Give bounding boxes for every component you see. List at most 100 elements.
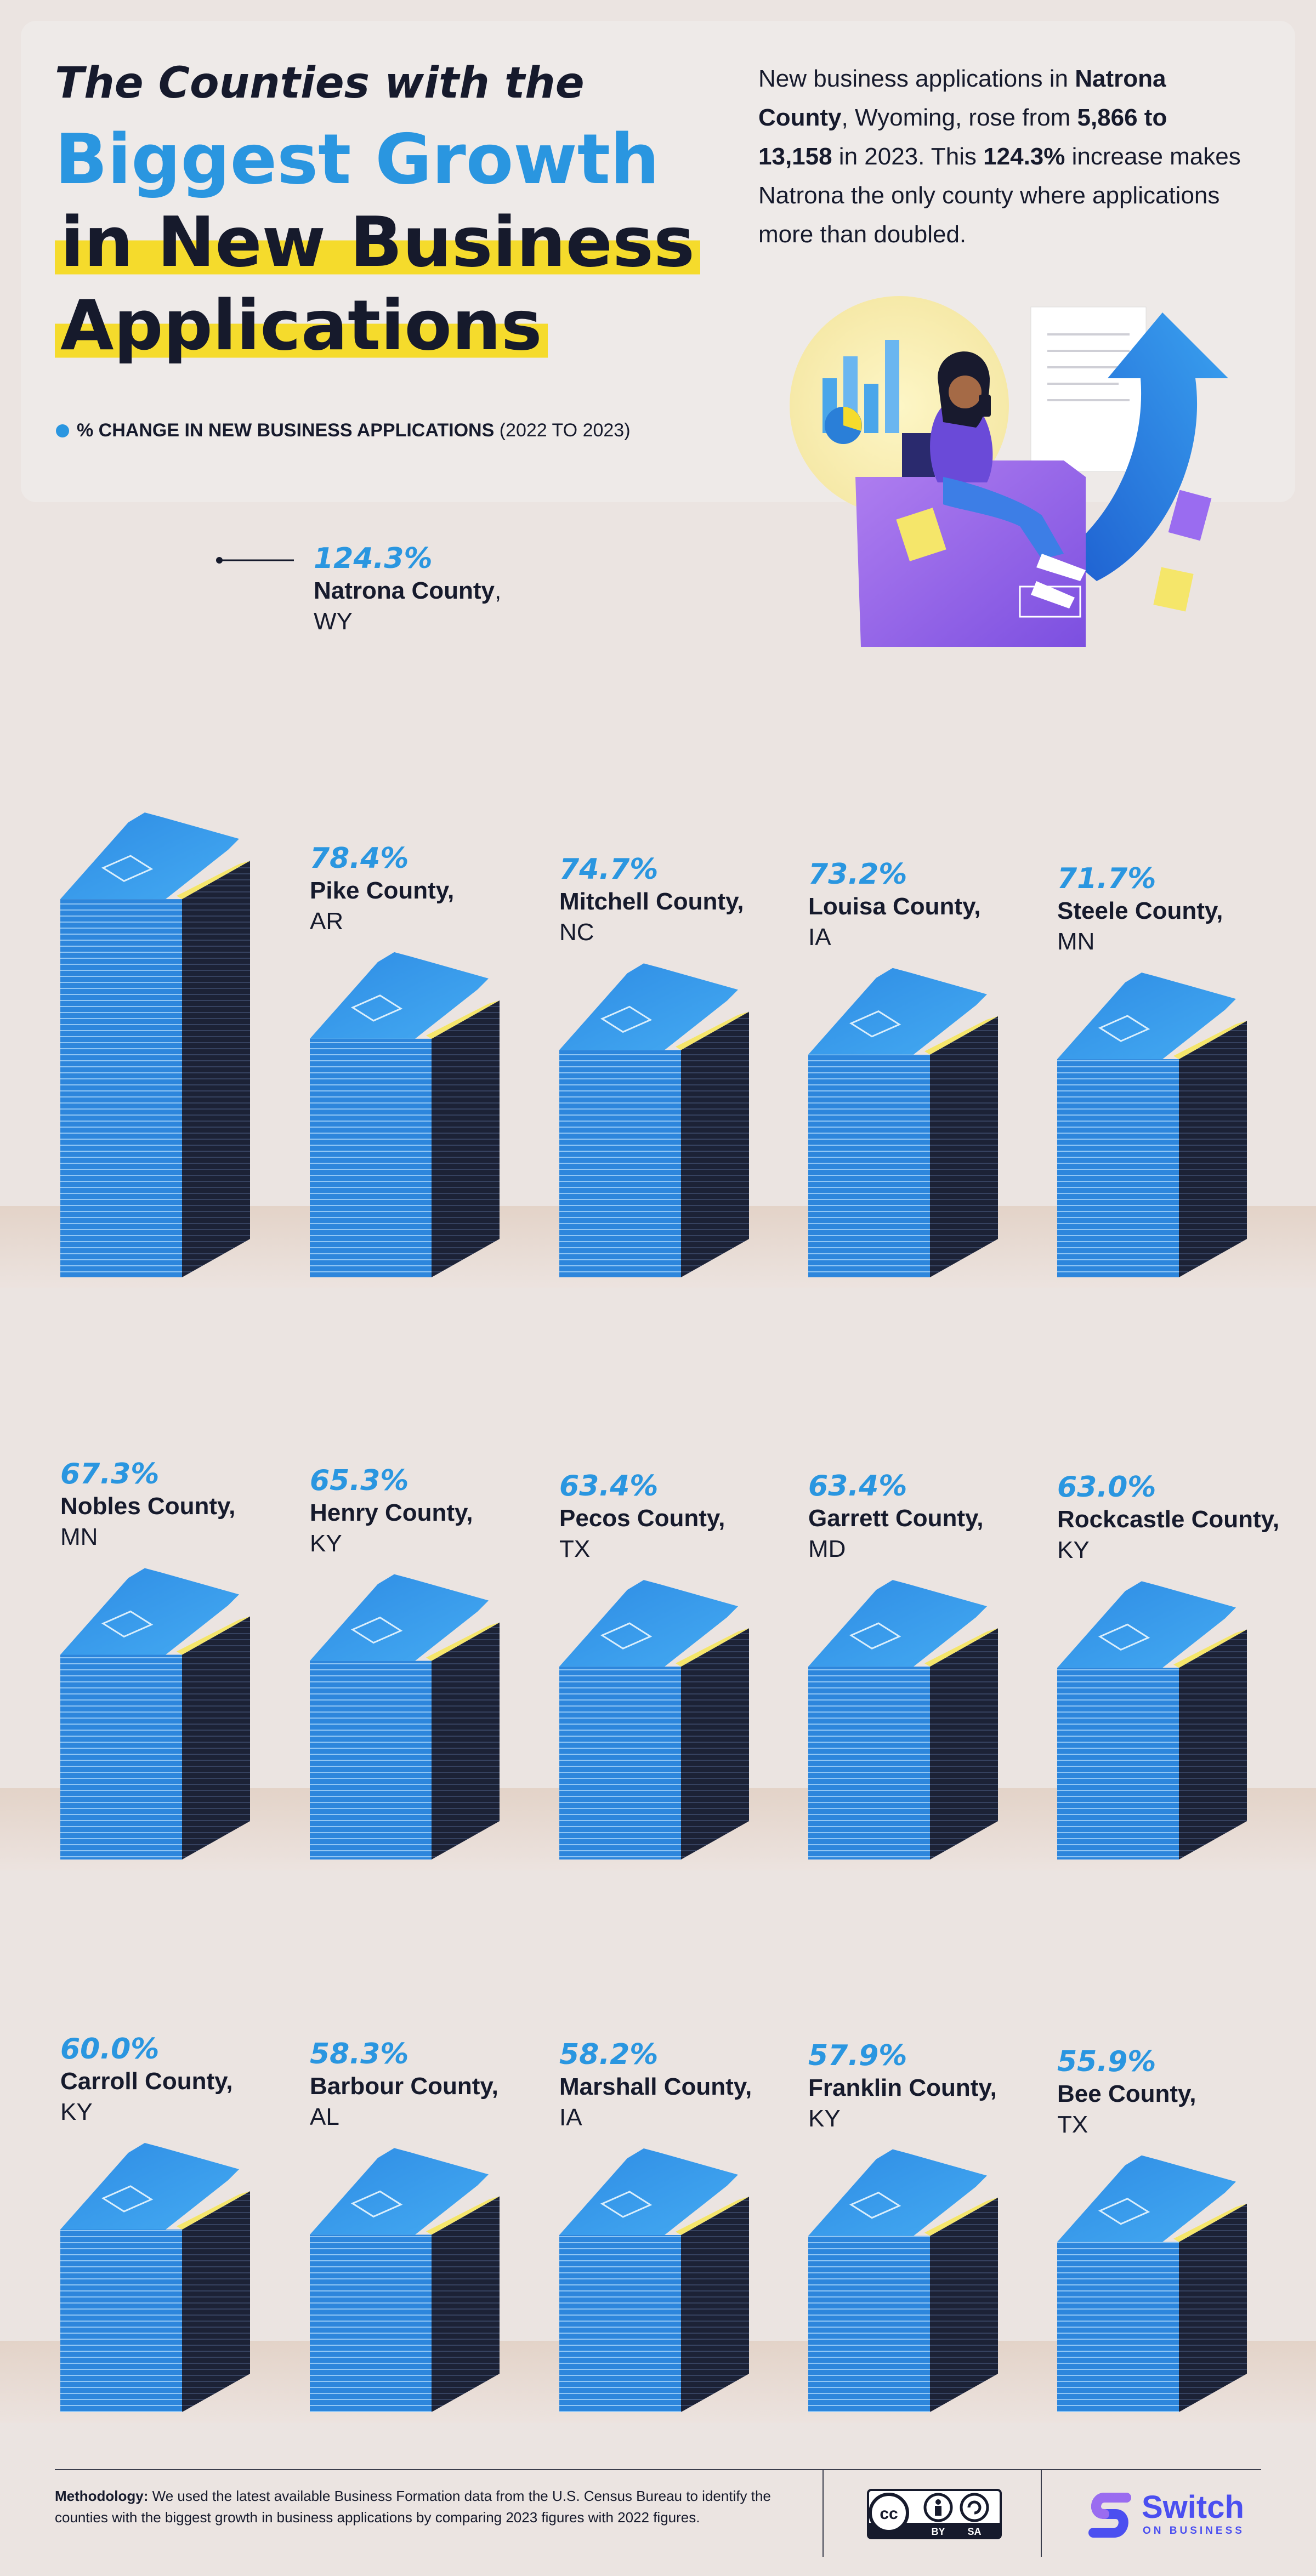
chart-legend: % CHANGE IN NEW BUSINESS APPLICATIONS (2…	[56, 420, 631, 441]
county-name: Louisa County,	[808, 892, 981, 920]
state-name: MN	[1057, 928, 1095, 956]
folder-label-box	[849, 1010, 901, 1038]
county-label: Pike County, AR	[310, 875, 540, 937]
bar-label: 63.4% Garrett County, MD	[808, 1469, 1039, 1565]
folder-label-box	[101, 855, 154, 882]
bar-label: 57.9% Franklin County, KY	[808, 2039, 1039, 2134]
folder-top-face	[310, 2148, 489, 2235]
county-name: Pike County,	[310, 877, 455, 904]
county-label: Louisa County, IA	[808, 891, 1039, 953]
title-line-4: Applications	[55, 285, 548, 366]
bar-label: 55.9% Bee County, TX	[1057, 2045, 1287, 2140]
county-label: Marshall County, IA	[559, 2072, 790, 2133]
county-name: Steele County,	[1057, 897, 1223, 925]
intro-text-3: in 2023. This	[832, 143, 984, 170]
value-label: 65.3%	[310, 1464, 409, 1497]
value-label: 78.4%	[310, 841, 409, 875]
state-name: KY	[60, 2099, 93, 2125]
title-line-1: The Counties with the	[55, 59, 585, 108]
intro-text-4: increase makes Natrona the only county w…	[758, 143, 1241, 248]
county-label: Pecos County, TX	[559, 1503, 790, 1565]
folder-top-face	[559, 1580, 738, 1667]
stack-side-face	[930, 1016, 998, 1277]
yellow-page	[676, 2196, 749, 2235]
title-line-3: in New Business	[55, 202, 701, 282]
state-name: KY	[1057, 1537, 1090, 1564]
folder-top-face	[1057, 973, 1236, 1060]
folder-top-face	[310, 1574, 489, 1661]
county-label: Carroll County, KY	[60, 2066, 291, 2128]
stack-bar	[1057, 2155, 1247, 2412]
yellow-page	[426, 1622, 500, 1661]
brand-tagline: ON BUSINESS	[1143, 2525, 1245, 2537]
stack-bar	[559, 1580, 749, 1860]
switch-s-icon	[1088, 2493, 1131, 2538]
legend-paren: (2022 TO 2023)	[499, 420, 631, 441]
stack-bar	[1057, 1581, 1247, 1860]
folder-top-face	[808, 2149, 987, 2236]
county-label: Rockcastle County, KY	[1057, 1504, 1287, 1566]
state-name: MN	[60, 1523, 98, 1551]
county-label: Mitchell County, NC	[559, 886, 790, 948]
phone-icon	[979, 395, 991, 417]
value-label: 74.7%	[559, 853, 659, 886]
bar-label: 63.4% Pecos County, TX	[559, 1469, 790, 1565]
value-label: 73.2%	[808, 857, 907, 891]
growth-arrow-icon	[1064, 312, 1228, 581]
bar-label: 58.2% Marshall County, IA	[559, 2038, 790, 2133]
folder-top-face	[310, 952, 489, 1039]
yellow-page	[177, 861, 250, 900]
folder-label-box	[849, 2191, 901, 2219]
legend-label: % CHANGE IN NEW BUSINESS APPLICATIONS	[77, 420, 495, 441]
stack-front-face	[808, 1667, 930, 1860]
stack-side-face	[681, 2196, 749, 2412]
bar-label: 73.2% Louisa County, IA	[808, 857, 1039, 953]
stack-bar	[60, 812, 250, 1277]
bar-label: 74.7% Mitchell County, NC	[559, 852, 790, 948]
value-label: 55.9%	[1057, 2045, 1156, 2078]
folder-label-box	[350, 2190, 403, 2218]
state-name: IA	[559, 2103, 582, 2131]
stack-side-face	[1179, 1629, 1247, 1860]
stack-front-face	[310, 1661, 432, 1860]
folder-top-face	[1057, 2155, 1236, 2242]
state-name: TX	[1057, 2111, 1088, 2138]
bar-label: 60.0% Carroll County, KY	[60, 2032, 291, 2128]
yellow-page	[676, 1011, 749, 1050]
stack-front-face	[310, 1038, 432, 1277]
bar-label: 67.3% Nobles County, MN	[60, 1457, 291, 1553]
county-label: Steele County, MN	[1057, 896, 1287, 957]
state-name: TX	[559, 1536, 591, 1563]
yellow-page	[426, 1000, 500, 1039]
stack-bar	[310, 1574, 500, 1860]
folder-label-box	[600, 2191, 653, 2218]
stack-front-face	[1057, 2242, 1179, 2412]
stack-side-face	[432, 1622, 500, 1860]
county-name: Carroll County,	[60, 2068, 233, 2095]
value-label: 58.3%	[310, 2038, 409, 2071]
cc-sa-text: SA	[967, 2526, 981, 2537]
stack-side-face	[182, 2191, 250, 2412]
folder-top-face	[60, 812, 239, 900]
value-label: 71.7%	[1057, 862, 1156, 896]
state-name: MD	[808, 1536, 846, 1563]
methodology-note: Methodology: We used the latest availabl…	[55, 2486, 790, 2528]
title-line-2: Biggest Growth	[55, 119, 660, 200]
bar-label: 124.3% Natrona County, WY	[314, 542, 544, 637]
illustration-woman-folder	[790, 296, 1228, 647]
folder-label-box	[600, 1622, 653, 1650]
state-name: NC	[559, 919, 594, 946]
state-name: IA	[808, 923, 831, 951]
brand-logo: Switch ON BUSINESS	[1088, 2488, 1263, 2543]
state-name: AL	[310, 2103, 339, 2131]
intro-bold-3: 124.3%	[983, 143, 1065, 170]
stack-front-face	[559, 1050, 681, 1277]
stack-side-face	[681, 1628, 749, 1860]
county-name: Bee County,	[1057, 2080, 1196, 2107]
yellow-page	[1173, 1021, 1247, 1060]
stack-front-face	[60, 2230, 182, 2412]
folder-top-face	[559, 963, 738, 1050]
stack-bar	[559, 2148, 749, 2412]
stack-bars	[60, 812, 1247, 2412]
value-label: 63.0%	[1057, 1471, 1156, 1504]
